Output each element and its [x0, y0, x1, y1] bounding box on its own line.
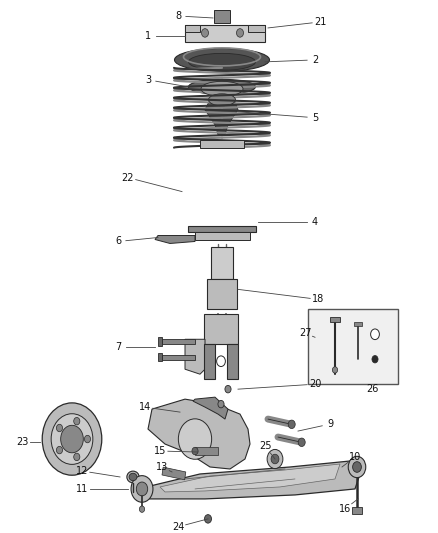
- Polygon shape: [185, 340, 205, 374]
- Text: 24: 24: [172, 522, 184, 532]
- Text: 2: 2: [312, 55, 318, 65]
- Circle shape: [225, 385, 231, 393]
- Text: 18: 18: [312, 294, 324, 304]
- Ellipse shape: [174, 49, 269, 71]
- Bar: [227, 344, 238, 379]
- Bar: [218, 16, 226, 21]
- Text: 22: 22: [122, 173, 134, 183]
- Bar: [352, 507, 362, 514]
- Circle shape: [271, 454, 279, 464]
- Bar: [214, 10, 230, 23]
- Bar: [204, 314, 238, 344]
- Circle shape: [139, 506, 145, 512]
- Text: 26: 26: [366, 384, 378, 394]
- Text: 6: 6: [115, 237, 121, 246]
- Bar: [248, 25, 265, 32]
- Text: 12: 12: [76, 466, 88, 476]
- Circle shape: [348, 456, 366, 478]
- Circle shape: [74, 453, 80, 461]
- Bar: [162, 354, 195, 360]
- Circle shape: [74, 417, 80, 425]
- Circle shape: [267, 449, 283, 469]
- Text: 20: 20: [309, 379, 321, 389]
- Bar: [185, 25, 265, 42]
- Polygon shape: [148, 399, 250, 469]
- Ellipse shape: [127, 471, 139, 483]
- Ellipse shape: [188, 79, 255, 94]
- Polygon shape: [205, 100, 238, 135]
- Circle shape: [218, 400, 224, 408]
- Bar: [162, 338, 195, 344]
- Circle shape: [131, 475, 153, 502]
- Polygon shape: [193, 397, 228, 419]
- Circle shape: [51, 414, 93, 464]
- Bar: [195, 232, 250, 240]
- Circle shape: [288, 420, 295, 429]
- Bar: [330, 317, 340, 322]
- Bar: [162, 467, 186, 480]
- Text: 1: 1: [145, 31, 151, 41]
- Text: 15: 15: [154, 446, 166, 456]
- Text: 13: 13: [156, 462, 168, 472]
- Bar: [219, 13, 225, 16]
- Circle shape: [217, 356, 226, 367]
- Bar: [200, 140, 244, 148]
- Circle shape: [371, 329, 379, 340]
- Bar: [158, 353, 162, 361]
- Text: 4: 4: [312, 216, 318, 227]
- Text: 9: 9: [327, 419, 333, 429]
- Circle shape: [57, 424, 63, 432]
- Circle shape: [192, 447, 198, 455]
- Circle shape: [85, 435, 91, 443]
- Text: 27: 27: [299, 328, 311, 338]
- Text: 10: 10: [349, 452, 361, 462]
- Text: 16: 16: [339, 504, 351, 514]
- Circle shape: [353, 462, 361, 472]
- Bar: [354, 322, 361, 326]
- Bar: [188, 225, 256, 232]
- Bar: [308, 309, 398, 384]
- Circle shape: [237, 29, 244, 37]
- Polygon shape: [155, 236, 195, 244]
- Text: 11: 11: [76, 484, 88, 494]
- Circle shape: [42, 403, 102, 475]
- Text: 23: 23: [16, 437, 28, 447]
- Circle shape: [205, 515, 212, 523]
- Polygon shape: [160, 464, 340, 492]
- Text: 21: 21: [314, 17, 326, 27]
- Text: 5: 5: [312, 113, 318, 123]
- Circle shape: [61, 425, 83, 453]
- Circle shape: [332, 367, 338, 373]
- Ellipse shape: [129, 473, 137, 481]
- Ellipse shape: [201, 82, 243, 96]
- Circle shape: [298, 438, 305, 447]
- Ellipse shape: [208, 94, 236, 106]
- Bar: [195, 447, 218, 455]
- Circle shape: [372, 356, 378, 363]
- Bar: [158, 337, 162, 345]
- Circle shape: [136, 482, 148, 496]
- Text: 7: 7: [115, 342, 121, 352]
- Circle shape: [57, 446, 63, 454]
- Bar: [185, 25, 200, 32]
- Text: 25: 25: [259, 441, 271, 451]
- Bar: [211, 247, 233, 279]
- Text: 8: 8: [175, 11, 181, 21]
- Text: 3: 3: [145, 75, 151, 85]
- Circle shape: [178, 419, 212, 459]
- Circle shape: [201, 29, 208, 37]
- Bar: [204, 344, 215, 379]
- Polygon shape: [135, 461, 360, 499]
- Ellipse shape: [188, 53, 255, 70]
- Bar: [207, 279, 237, 309]
- Text: 14: 14: [139, 402, 151, 412]
